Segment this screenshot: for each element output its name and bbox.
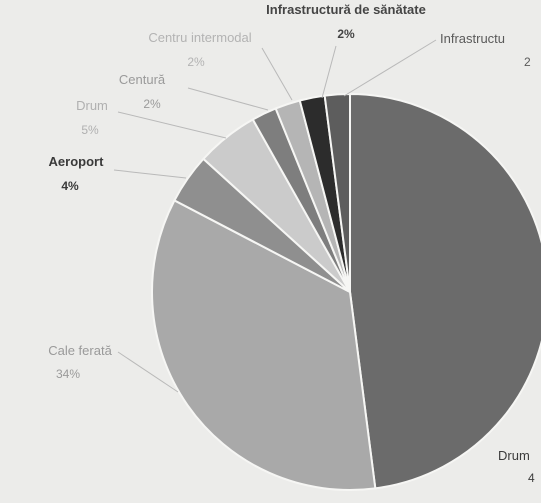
pie-slice-7 — [323, 92, 351, 293]
leader-line-4 — [187, 87, 269, 111]
slice-label-6: Infrastructură de sănătate — [266, 2, 426, 17]
slice-label-5: Centru intermodal — [148, 30, 251, 45]
leader-line-5 — [261, 47, 293, 101]
slice-label-0: Drum — [498, 448, 530, 463]
slice-label-1: Cale ferată — [48, 343, 112, 358]
slice-percent-6: 2% — [337, 27, 355, 41]
leader-line-2 — [113, 169, 187, 179]
leader-line-6 — [321, 45, 337, 99]
slice-percent-7: 2 — [524, 55, 531, 69]
pie-slice-1 — [151, 199, 377, 491]
slices-layer — [151, 92, 541, 491]
slice-percent-0: 4 — [528, 471, 535, 485]
slice-percent-3: 5% — [81, 123, 99, 137]
slice-percent-2: 4% — [61, 179, 79, 193]
labels-layer: Drum 4 Cale ferată 34% Aeroport 4% Drum 5% Centu… — [48, 2, 535, 485]
slice-label-7: Infrastructu — [440, 31, 505, 46]
slice-percent-1: 34% — [56, 367, 80, 381]
slice-label-4: Centură — [119, 72, 166, 87]
leader-lines-layer — [113, 39, 437, 393]
slice-label-3: Drum — [76, 98, 108, 113]
leader-line-7 — [343, 39, 437, 97]
slice-percent-4: 2% — [143, 97, 161, 111]
leader-line-3 — [117, 111, 227, 139]
pie-slice-0 — [349, 92, 541, 490]
leader-line-1 — [117, 351, 179, 393]
slice-percent-5: 2% — [187, 55, 205, 69]
slice-label-2: Aeroport — [49, 154, 105, 169]
